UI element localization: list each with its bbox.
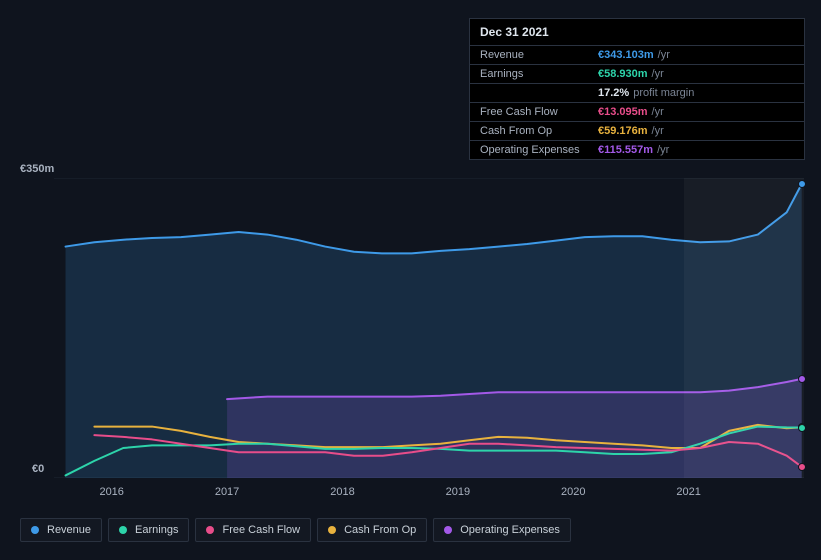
tooltip-row-label: Revenue	[480, 49, 598, 61]
tooltip-row-suffix: /yr	[657, 144, 669, 156]
legend-dot-icon	[31, 526, 39, 534]
plot-svg	[54, 178, 804, 478]
legend-item[interactable]: Operating Expenses	[433, 518, 571, 542]
endpoint-free_cash_flow	[798, 463, 806, 471]
tooltip-row-suffix: profit margin	[633, 87, 694, 99]
tooltip-row: Revenue€343.103m/yr	[470, 45, 804, 64]
legend-item[interactable]: Free Cash Flow	[195, 518, 311, 542]
legend-label: Earnings	[135, 524, 178, 536]
legend-item[interactable]: Revenue	[20, 518, 102, 542]
tooltip-row-label: Operating Expenses	[480, 144, 598, 156]
tooltip-row-value: €115.557m	[598, 144, 657, 156]
legend-dot-icon	[206, 526, 214, 534]
tooltip-row: Earnings€58.930m/yr	[470, 64, 804, 83]
x-tick: 2018	[330, 486, 354, 498]
tooltip-row-suffix: /yr	[652, 106, 664, 118]
x-tick: 2017	[215, 486, 239, 498]
tooltip-row: 17.2%profit margin	[470, 83, 804, 102]
tooltip-row-suffix: /yr	[658, 49, 670, 61]
x-tick: 2021	[676, 486, 700, 498]
y-axis-min-label: €0	[32, 463, 44, 475]
legend-label: Revenue	[47, 524, 91, 536]
plot-area[interactable]	[54, 178, 804, 478]
tooltip-row-suffix: /yr	[652, 68, 664, 80]
tooltip-row-value: €59.176m	[598, 125, 652, 137]
legend-dot-icon	[328, 526, 336, 534]
legend-label: Cash From Op	[344, 524, 416, 536]
tooltip-row: Free Cash Flow€13.095m/yr	[470, 102, 804, 121]
tooltip-row-suffix: /yr	[652, 125, 664, 137]
tooltip-row-value: €58.930m	[598, 68, 652, 80]
tooltip-row-label: Cash From Op	[480, 125, 598, 137]
tooltip-row-label: Free Cash Flow	[480, 106, 598, 118]
legend-item[interactable]: Earnings	[108, 518, 189, 542]
x-tick: 2016	[99, 486, 123, 498]
x-tick: 2019	[446, 486, 470, 498]
y-axis-max-label: €350m	[20, 163, 54, 175]
legend-label: Operating Expenses	[460, 524, 560, 536]
endpoint-operating_expenses	[798, 375, 806, 383]
tooltip-row: Cash From Op€59.176m/yr	[470, 121, 804, 140]
tooltip-title: Dec 31 2021	[470, 25, 804, 45]
tooltip-row-value: 17.2%	[598, 87, 633, 99]
tooltip-row: Operating Expenses€115.557m/yr	[470, 140, 804, 159]
legend-item[interactable]: Cash From Op	[317, 518, 427, 542]
legend-dot-icon	[444, 526, 452, 534]
tooltip-row-value: €13.095m	[598, 106, 652, 118]
legend-label: Free Cash Flow	[222, 524, 300, 536]
endpoint-revenue	[798, 180, 806, 188]
legend-dot-icon	[119, 526, 127, 534]
legend: Revenue Earnings Free Cash Flow Cash From O…	[20, 518, 571, 542]
tooltip-row-label: Earnings	[480, 68, 598, 80]
x-tick: 2020	[561, 486, 585, 498]
tooltip-row-value: €343.103m	[598, 49, 658, 61]
tooltip: Dec 31 2021 Revenue€343.103m/yrEarnings€…	[469, 18, 805, 160]
endpoint-earnings	[798, 424, 806, 432]
